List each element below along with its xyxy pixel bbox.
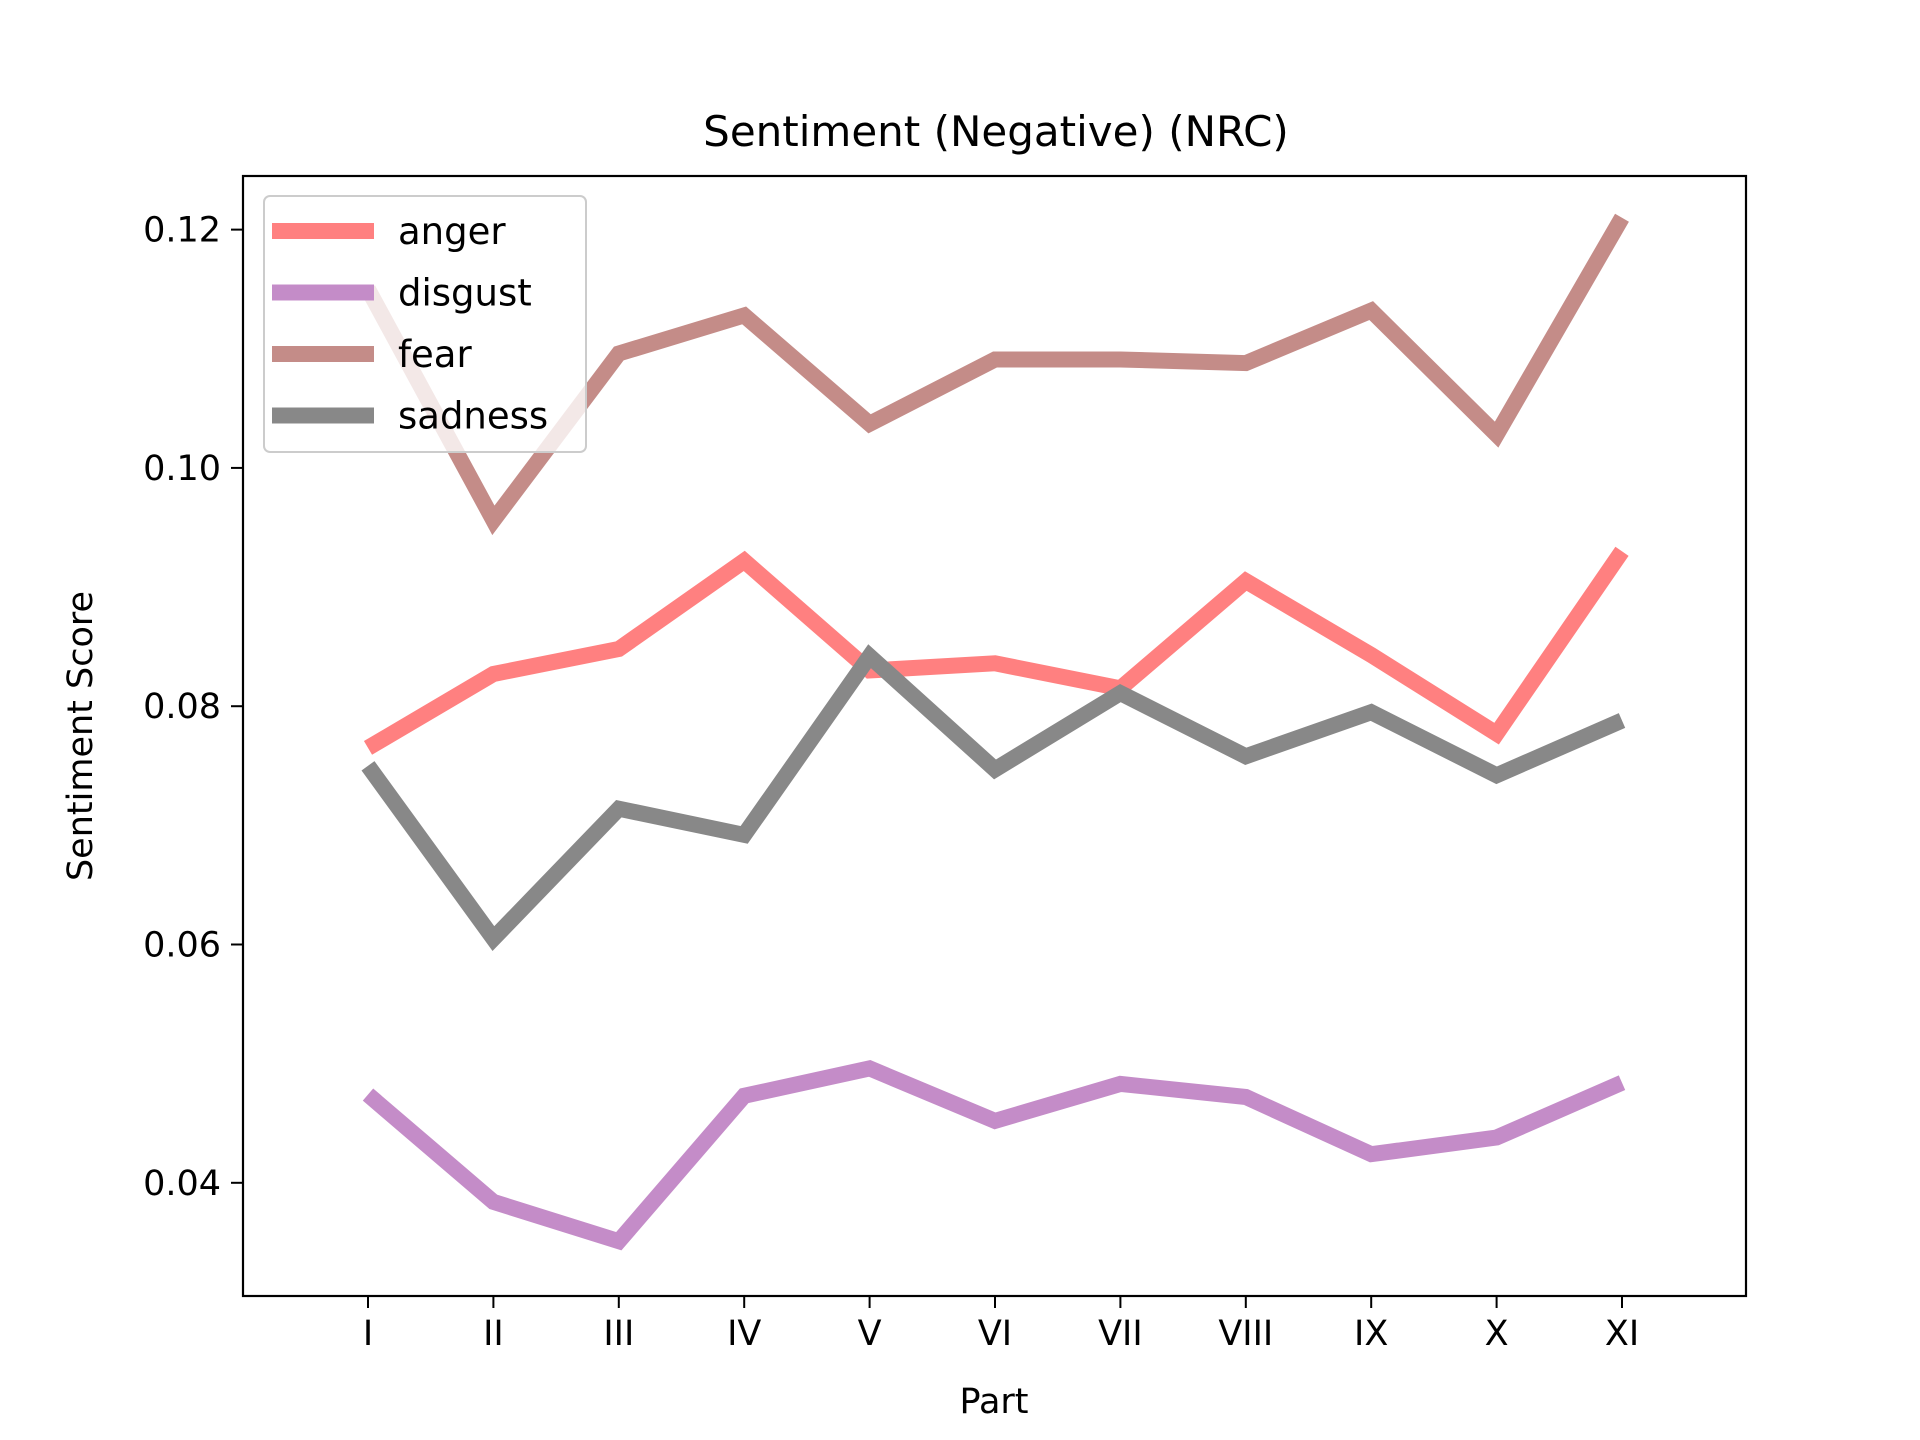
legend-box — [263, 195, 587, 453]
x-axis: I II III IV V VI VII VIII IX X XI — [363, 1296, 1639, 1354]
y-tick-label: 0.06 — [143, 926, 221, 966]
x-tick-label: IV — [727, 1314, 761, 1354]
legend-label-disgust: disgust — [398, 272, 532, 315]
y-tick-label: 0.08 — [143, 687, 221, 727]
x-axis-label: Part — [959, 1382, 1028, 1422]
y-tick-label: 0.04 — [143, 1164, 221, 1204]
x-tick-label: II — [483, 1314, 504, 1354]
x-tick-label: V — [858, 1314, 882, 1354]
series-line-sadness — [361, 644, 1626, 952]
chart-title: Sentiment (Negative) (NRC) — [703, 107, 1289, 156]
legend-label-anger: anger — [398, 210, 506, 253]
y-tick-label: 0.10 — [143, 449, 221, 489]
legend: anger disgust fear sadness — [263, 195, 587, 453]
x-tick-label: XI — [1605, 1314, 1639, 1354]
y-axis-label: Sentiment Score — [61, 591, 101, 881]
x-tick-label: X — [1485, 1314, 1509, 1354]
legend-label-fear: fear — [398, 333, 472, 376]
x-tick-label: VII — [1098, 1314, 1143, 1354]
legend-label-sadness: sadness — [398, 395, 548, 438]
x-tick-label: VI — [978, 1314, 1012, 1354]
x-tick-label: I — [363, 1314, 373, 1354]
x-tick-label: III — [603, 1314, 634, 1354]
x-tick-label: VIII — [1218, 1314, 1273, 1354]
y-tick-label: 0.12 — [143, 211, 221, 251]
series-line-anger — [363, 546, 1629, 755]
series-line-disgust — [362, 1060, 1626, 1251]
y-axis: 0.04 0.06 0.08 0.10 0.12 — [143, 211, 243, 1204]
x-tick-label: IX — [1354, 1314, 1388, 1354]
